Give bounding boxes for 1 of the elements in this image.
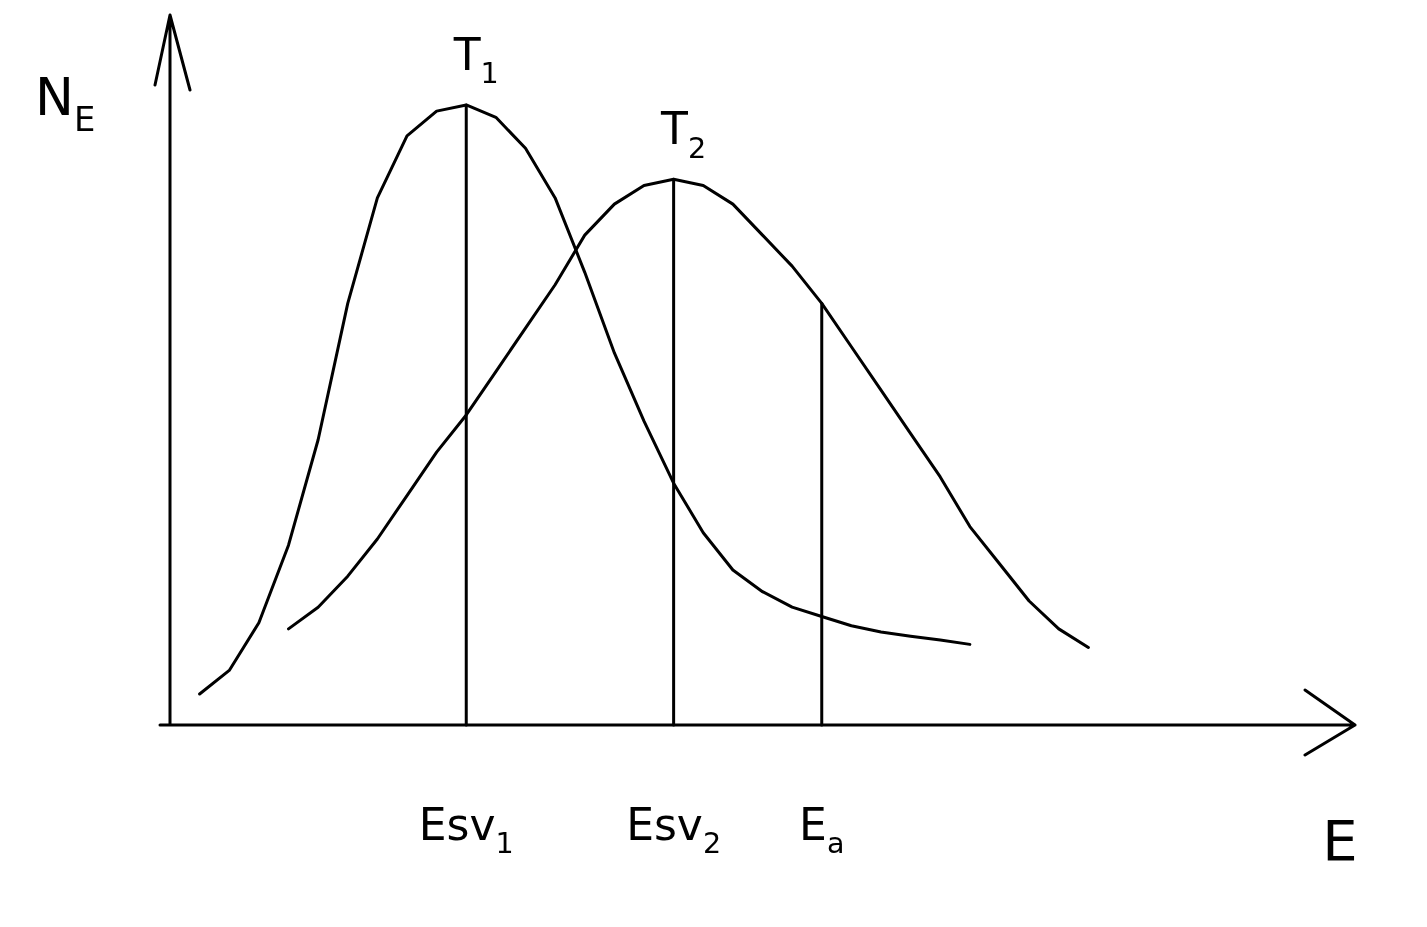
x-axis-title: E — [1322, 808, 1358, 873]
